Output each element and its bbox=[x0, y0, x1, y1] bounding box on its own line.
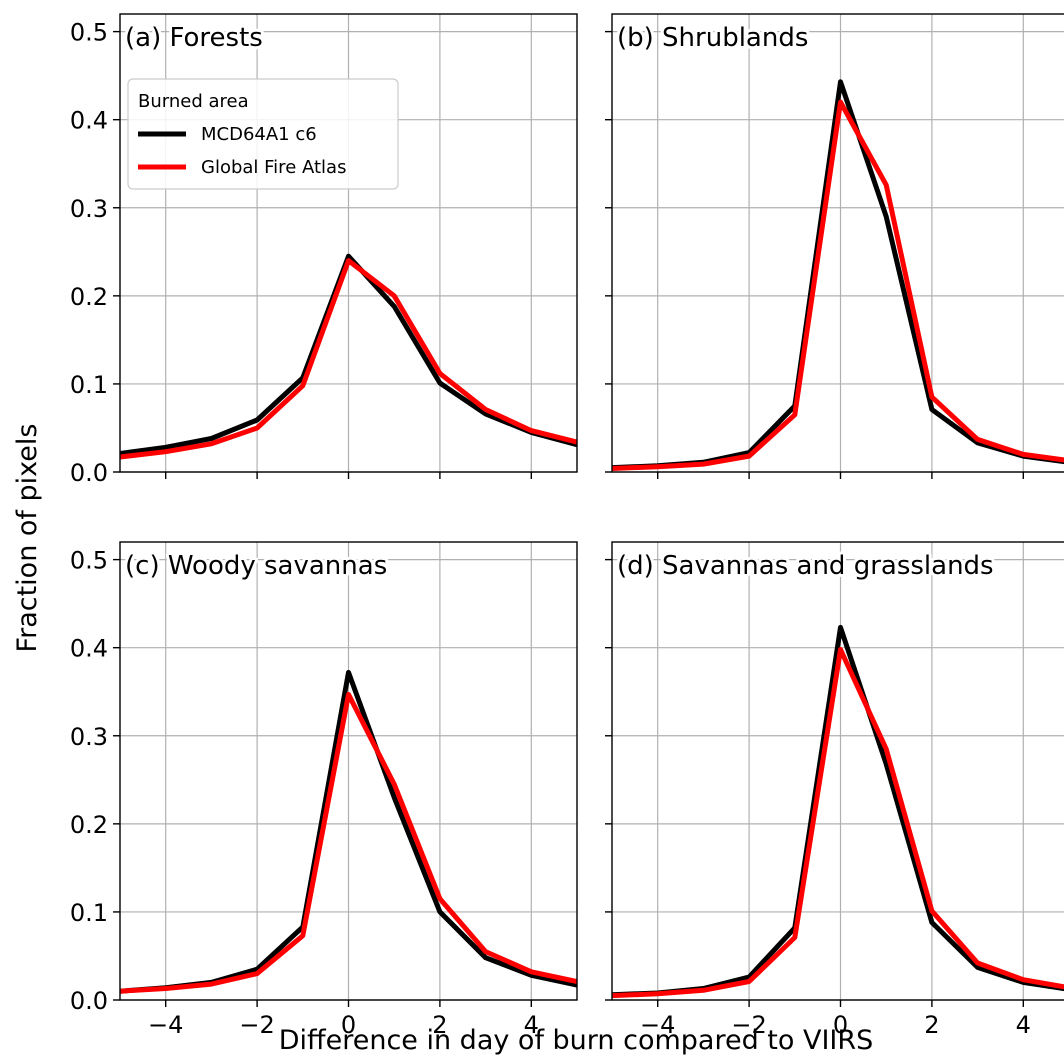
x-tick-label: 2 bbox=[924, 1011, 939, 1039]
series-line-mcd64a1 bbox=[120, 253, 577, 456]
y-tick-label: 0.1 bbox=[70, 899, 108, 927]
series-line-global-fire-atlas bbox=[120, 691, 577, 994]
series-group bbox=[612, 79, 1064, 471]
y-axis-label: Fraction of pixels bbox=[12, 424, 43, 653]
panel-title: (b) Shrublands bbox=[617, 23, 808, 53]
legend-label: Global Fire Atlas bbox=[201, 157, 346, 178]
panel-title: (d) Savannas and grasslands bbox=[617, 551, 994, 581]
x-tick-label: 0 bbox=[341, 1011, 356, 1039]
x-tick-label: −2 bbox=[731, 1011, 766, 1039]
panel-a: 0.00.10.20.30.40.5 (a) Forests(a) Forests bbox=[70, 13, 578, 487]
panel-title-halo: (a) Forests bbox=[125, 23, 263, 53]
y-tick-label: 0.4 bbox=[70, 107, 108, 135]
series-line-mcd64a1 bbox=[612, 79, 1064, 471]
panel-c: −4 −2 0 2 4 0.0 0.1 0.2 0.3 0.4 0.5 (c) Woody savan… bbox=[70, 541, 578, 1039]
x-tick-label: 4 bbox=[1016, 1011, 1031, 1039]
y-tick-label: 0.5 bbox=[70, 19, 108, 47]
x-tick-label: −4 bbox=[148, 1011, 183, 1039]
y-tick-label: 0.4 bbox=[70, 635, 108, 663]
y-tick-label: 0.1 bbox=[70, 371, 108, 399]
panel-title-halo: (b) Shrublands bbox=[617, 23, 808, 53]
y-tick-label: 0.3 bbox=[70, 723, 108, 751]
panel-title-halo: (c) Woody savannas bbox=[125, 551, 387, 581]
x-tick-label: 2 bbox=[432, 1011, 447, 1039]
panel-title-halo: (d) Savannas and grasslands bbox=[617, 551, 994, 581]
x-tick-label: 0 bbox=[833, 1011, 848, 1039]
panels: 0.00.10.20.30.40.5 (a) Forests(a) Forests… bbox=[70, 13, 1064, 1039]
y-tick-label: 0.2 bbox=[70, 283, 108, 311]
series-line-mcd64a1 bbox=[612, 624, 1064, 998]
panel-d: −4 −2 0 2 4(d) Savannas and grasslands(d) Sa… bbox=[605, 541, 1064, 1039]
legend: Burned area MCD64A1 c6 Global Fire Atlas bbox=[127, 78, 399, 190]
panel-title: (c) Woody savannas bbox=[125, 551, 387, 581]
panel-b: (b) Shrublands(b) Shrublands bbox=[605, 13, 1064, 479]
y-tick-label: 0.2 bbox=[70, 811, 108, 839]
series-group bbox=[120, 253, 577, 460]
series-line-global-fire-atlas bbox=[612, 99, 1064, 471]
series-group bbox=[612, 624, 1064, 999]
legend-title: Burned area bbox=[138, 91, 249, 112]
x-tick-label: −4 bbox=[640, 1011, 675, 1039]
series-line-global-fire-atlas bbox=[612, 647, 1064, 999]
series-group bbox=[120, 669, 577, 994]
y-tick-label: 0.0 bbox=[70, 987, 108, 1015]
y-tick-label: 0.5 bbox=[70, 547, 108, 575]
legend-box bbox=[127, 78, 399, 190]
y-tick-label: 0.3 bbox=[70, 195, 108, 223]
x-tick-label: 4 bbox=[524, 1011, 539, 1039]
x-tick-label: −2 bbox=[239, 1011, 274, 1039]
legend-label: MCD64A1 c6 bbox=[201, 124, 317, 145]
series-line-global-fire-atlas bbox=[120, 258, 577, 460]
y-tick-label: 0.0 bbox=[70, 459, 108, 487]
x-axis-label: Difference in day of burn compared to VI… bbox=[279, 1025, 874, 1056]
axes-frame bbox=[611, 541, 1064, 1001]
panel-title: (a) Forests bbox=[125, 23, 263, 53]
